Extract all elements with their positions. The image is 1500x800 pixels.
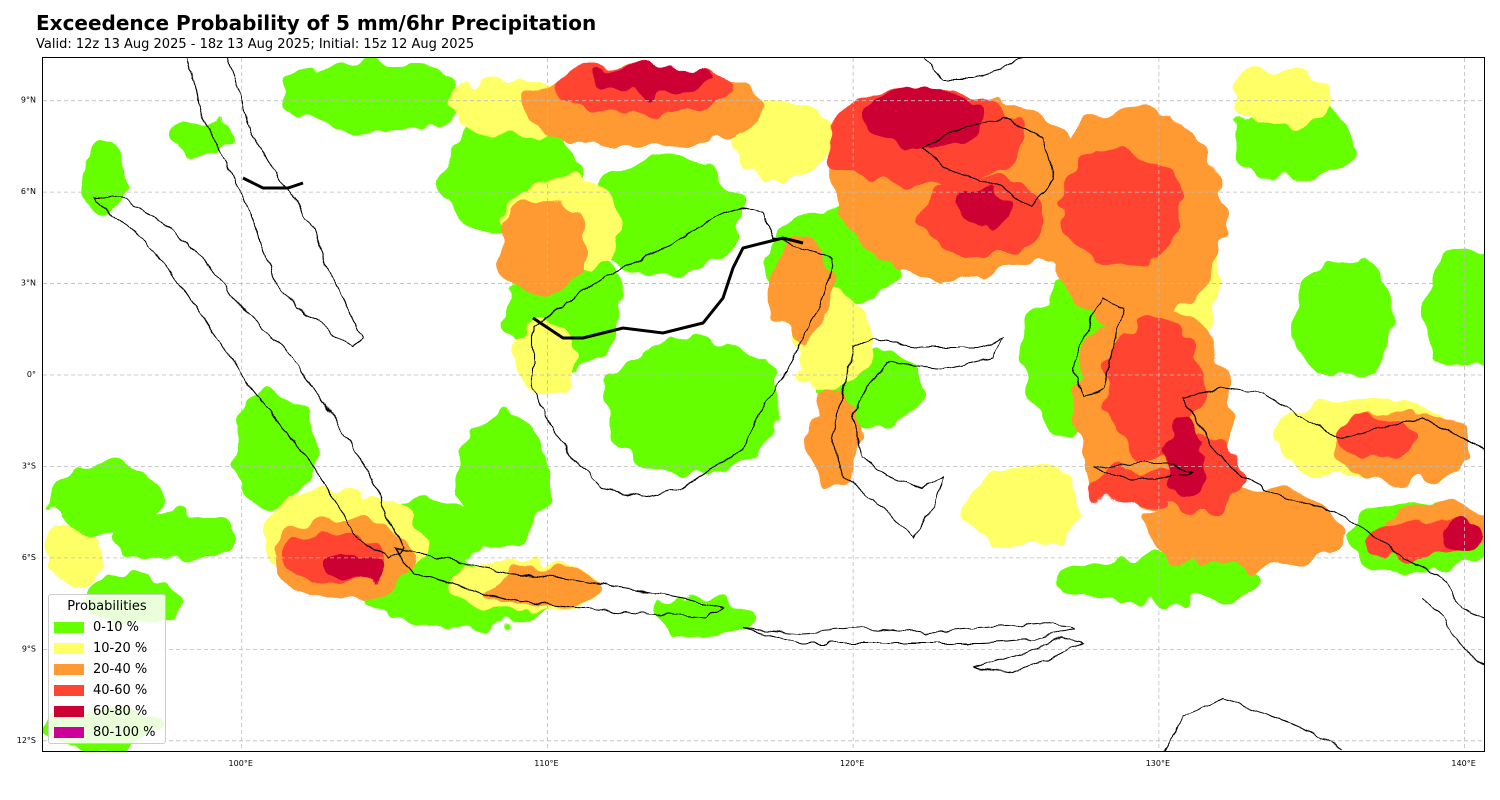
legend-label: 80-100 % xyxy=(93,724,156,740)
legend-swatch xyxy=(54,621,84,633)
lat-tick-label: 9°S xyxy=(22,644,36,653)
lat-tick-label: 3°N xyxy=(21,279,36,288)
coast-new-guinea xyxy=(1182,387,1484,618)
legend: Probabilities 0-10 % 10-20 % 20-40 % 40-… xyxy=(48,594,166,744)
lat-tick-label: 6°N xyxy=(21,187,36,196)
graticule xyxy=(43,58,1484,751)
legend-swatch xyxy=(54,705,84,717)
coast-timor xyxy=(972,637,1085,674)
coast-borneo xyxy=(532,207,834,499)
legend-label: 40-60 % xyxy=(93,682,148,698)
border-borneo xyxy=(532,236,804,340)
coast-sulawesi xyxy=(832,336,1005,539)
legend-swatch xyxy=(54,684,84,696)
lat-tick-label: 0° xyxy=(27,370,36,379)
lon-tick-label: 140°E xyxy=(1451,759,1475,768)
lon-tick-label: 100°E xyxy=(229,759,253,768)
coast-mindanao xyxy=(922,117,1054,209)
legend-swatch xyxy=(54,726,84,738)
precip-field xyxy=(43,63,1484,748)
coast-java xyxy=(391,547,725,619)
lon-tick-label: 110°E xyxy=(534,759,558,768)
borders xyxy=(242,176,804,340)
map-title: Exceedence Probability of 5 mm/6hr Preci… xyxy=(36,11,597,35)
legend-swatch xyxy=(54,642,84,654)
coast-halmahera xyxy=(1072,297,1124,399)
legend-label: 0-10 % xyxy=(93,619,139,635)
lat-tick-label: 3°S xyxy=(22,461,36,470)
legend-item: 60-80 % xyxy=(54,703,147,719)
lat-tick-label: 9°N xyxy=(21,96,36,105)
lat-tick-label: 6°S xyxy=(22,553,36,562)
map-panel[interactable] xyxy=(42,57,1485,752)
border-thailand-malaysia xyxy=(242,176,304,190)
legend-item: 10-20 % xyxy=(54,640,147,656)
legend-label: 60-80 % xyxy=(93,703,148,719)
coast-cape-york xyxy=(1422,597,1484,667)
coast-lesser-sunda xyxy=(742,622,1074,644)
legend-item: 0-10 % xyxy=(54,619,139,635)
legend-item: 40-60 % xyxy=(54,682,147,698)
legend-title: Probabilities xyxy=(67,599,147,614)
coast-philippines-north xyxy=(922,58,1024,79)
lon-tick-label: 130°E xyxy=(1146,759,1170,768)
legend-item: 80-100 % xyxy=(54,724,156,740)
legend-label: 10-20 % xyxy=(93,640,148,656)
map-subtitle: Valid: 12z 13 Aug 2025 - 18z 13 Aug 2025… xyxy=(36,37,475,52)
legend-item: 20-40 % xyxy=(54,661,147,677)
lon-tick-label: 120°E xyxy=(840,759,864,768)
legend-swatch xyxy=(54,663,84,675)
coast-seram xyxy=(1092,462,1195,479)
coastlines xyxy=(91,58,1484,751)
lat-tick-label: 12°S xyxy=(17,736,36,745)
coast-sumatra xyxy=(91,197,404,559)
coast-malay-peninsula xyxy=(187,58,364,349)
coast-australia-north xyxy=(1163,697,1344,751)
legend-label: 20-40 % xyxy=(93,661,148,677)
probability-map[interactable] xyxy=(43,58,1485,752)
